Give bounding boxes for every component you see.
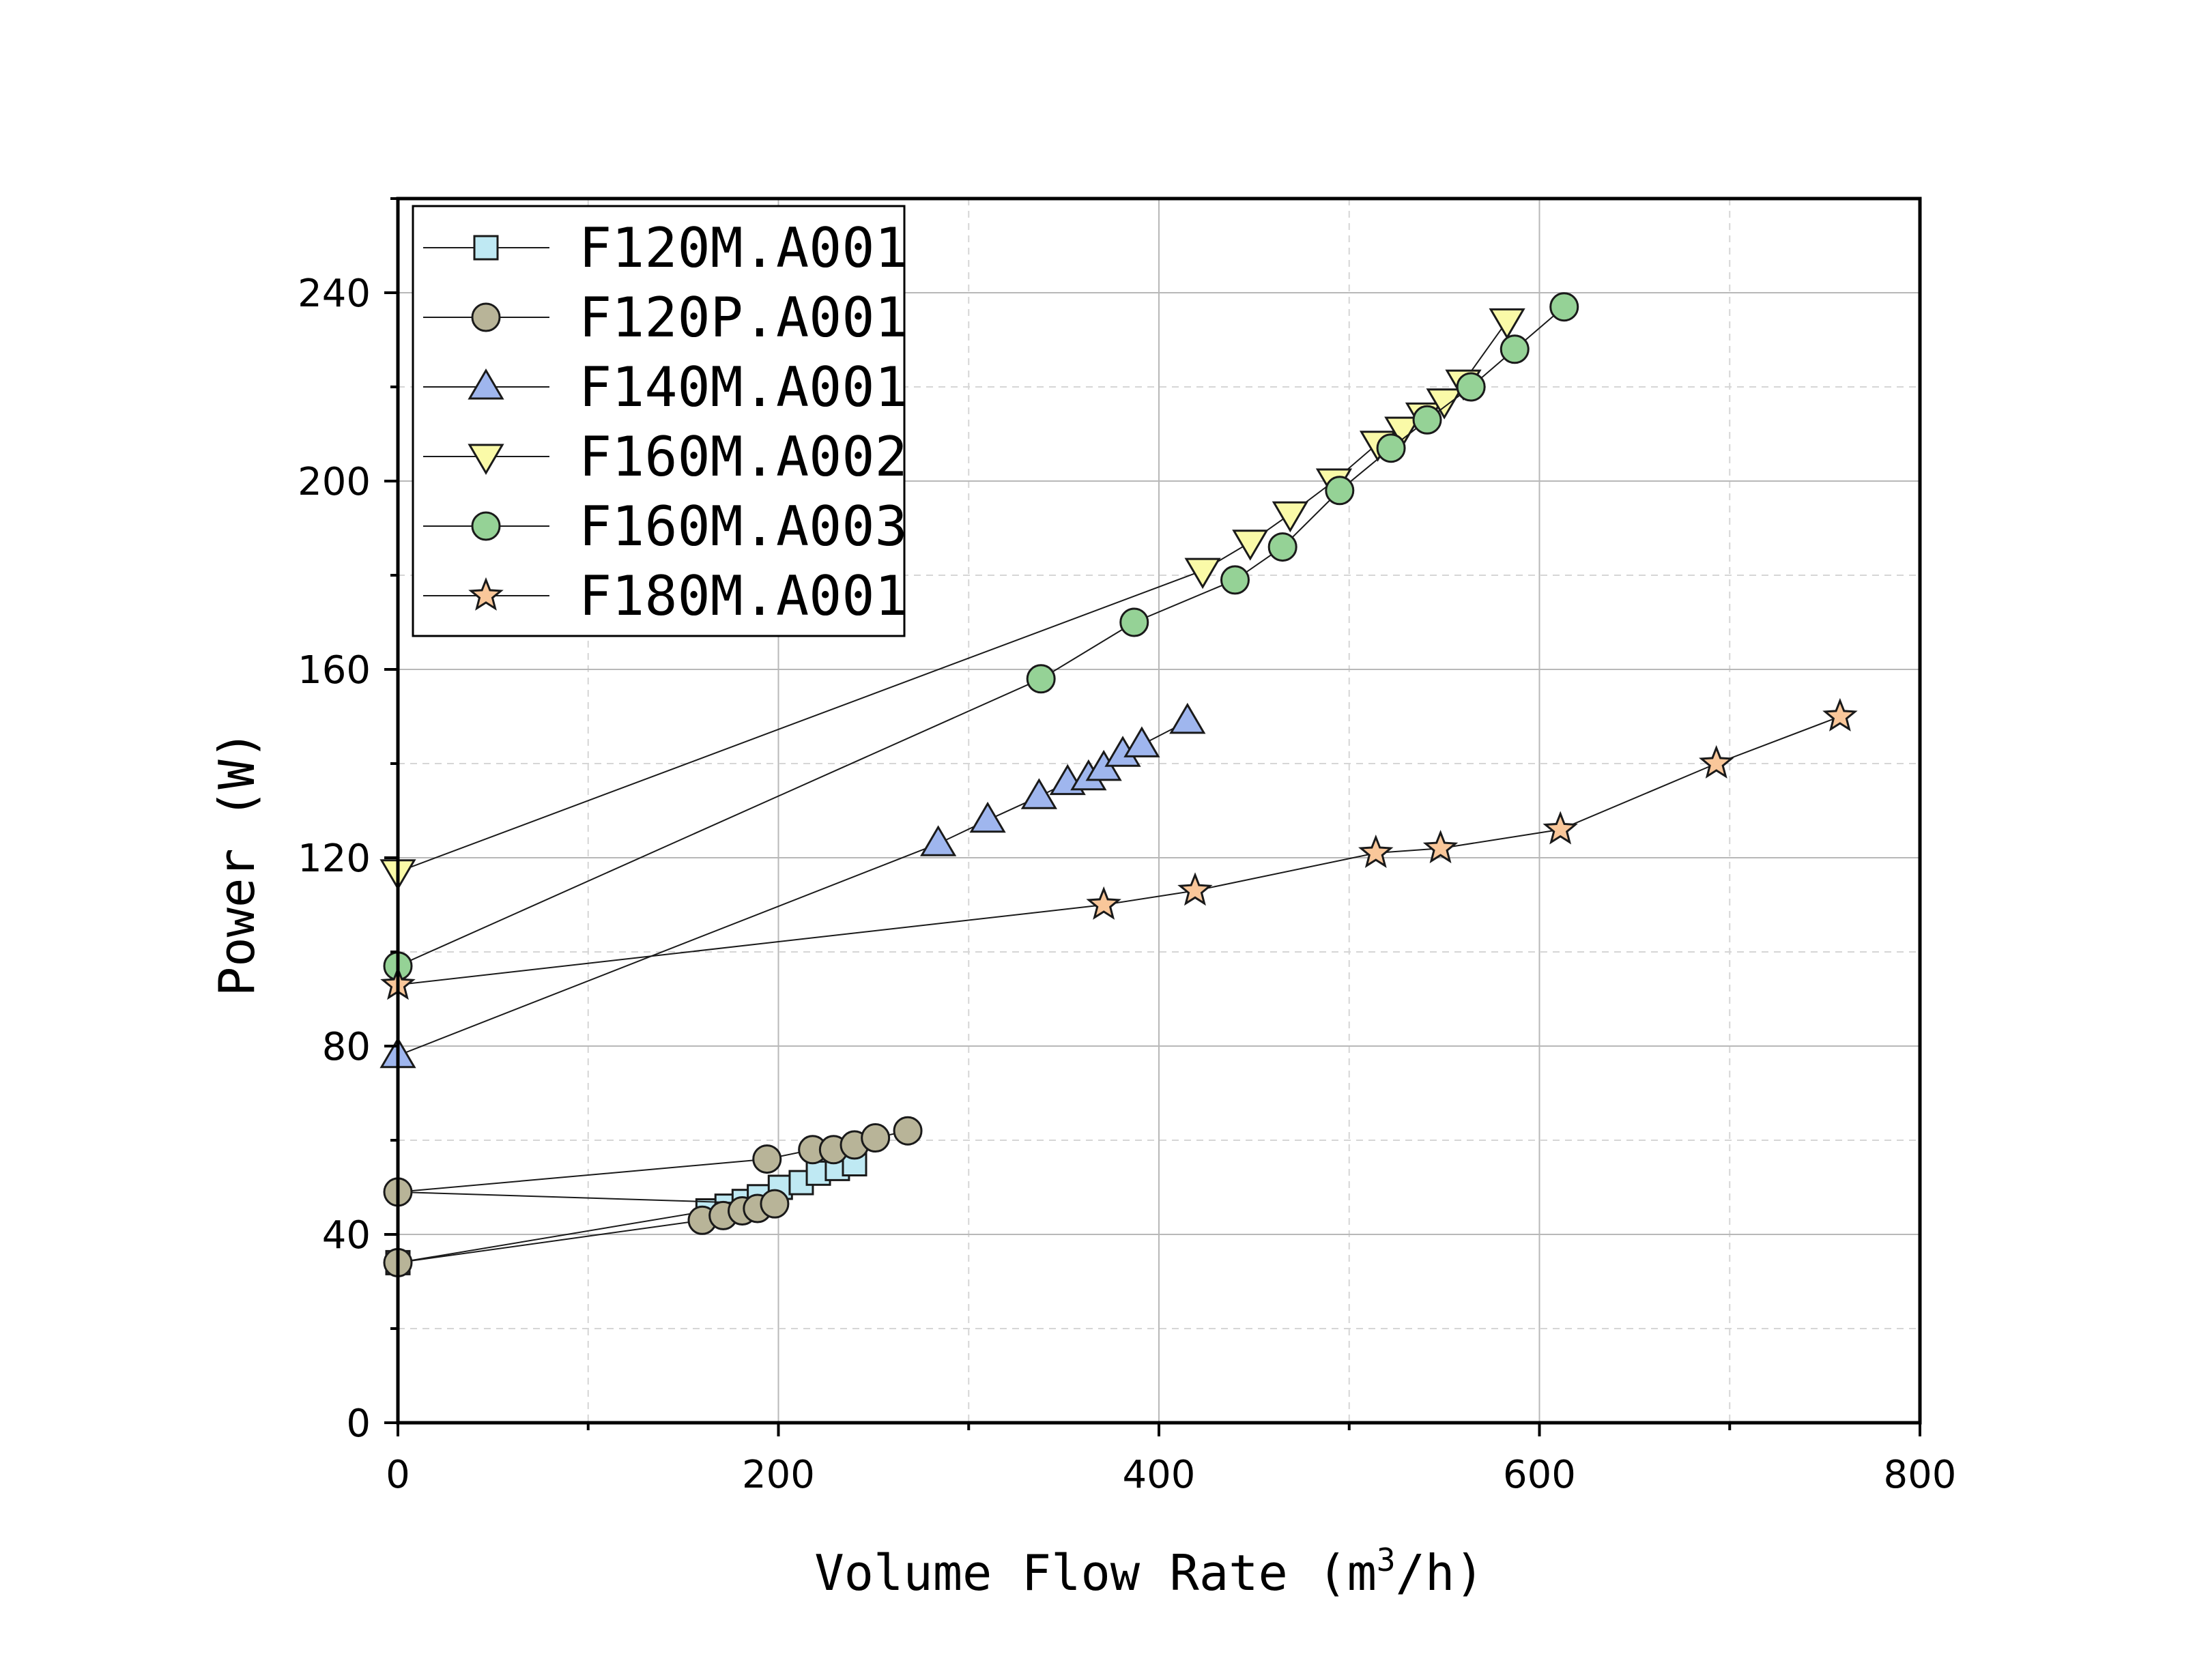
- legend-marker: [468, 368, 504, 400]
- legend-marker: [471, 302, 501, 332]
- y-tick-label: 80: [322, 1025, 371, 1069]
- data-point: [920, 825, 957, 856]
- legend-item: F160M.A003: [423, 495, 908, 558]
- data-point: [1272, 501, 1308, 533]
- y-tick-label: 160: [298, 648, 371, 693]
- data-point: [1543, 811, 1578, 845]
- x-tick-label: 800: [1884, 1453, 1957, 1497]
- legend-label: F160M.A002: [579, 425, 908, 489]
- legend-item: F120M.A001: [423, 216, 908, 280]
- y-axis-title: Power (W): [208, 730, 266, 996]
- data-point: [1026, 664, 1056, 694]
- legend-item: F160M.A002: [423, 425, 908, 489]
- data-point: [1699, 744, 1734, 779]
- legend-marker: [471, 511, 501, 541]
- data-point: [1412, 405, 1442, 435]
- series-f180m-a001: [380, 697, 1858, 1000]
- y-tick-label: 200: [298, 460, 371, 504]
- legend-label: F160M.A003: [579, 495, 908, 558]
- data-point: [1549, 292, 1579, 322]
- tick-labels: 0 200 400 600 800 0 40 80 120 160 200 240: [298, 272, 1956, 1497]
- x-tick-label: 400: [1123, 1453, 1196, 1497]
- data-point: [893, 1116, 923, 1146]
- x-tick-label: 200: [742, 1453, 815, 1497]
- legend-label: F120M.A001: [579, 216, 908, 280]
- data-point: [1822, 697, 1858, 732]
- data-point: [1456, 372, 1486, 402]
- data-point: [1020, 778, 1058, 809]
- data-point: [1086, 886, 1121, 920]
- series-f160m-a003: [383, 292, 1579, 981]
- data-point: [1123, 726, 1160, 757]
- axes: [384, 197, 1922, 1436]
- legend-label: F180M.A001: [579, 564, 908, 628]
- grid: [398, 198, 1920, 1423]
- series-line: [397, 716, 1841, 986]
- legend-item: F140M.A001: [423, 356, 908, 419]
- data-point: [760, 1189, 790, 1219]
- legend-marker: [473, 235, 499, 261]
- legend-label: F120P.A001: [579, 286, 908, 349]
- data-point: [752, 1144, 782, 1174]
- x-tick-label: 0: [386, 1453, 410, 1497]
- data-point: [1232, 530, 1269, 561]
- data-point: [1489, 308, 1525, 340]
- data-point: [1119, 607, 1149, 637]
- legend-item: F180M.A001: [423, 564, 908, 628]
- data-point: [1384, 416, 1421, 448]
- data-point: [1325, 476, 1355, 506]
- legend-marker: [468, 577, 504, 611]
- series-f140m-a001: [379, 702, 1206, 1069]
- data-point: [1267, 532, 1297, 562]
- legend-item: F120P.A001: [423, 286, 908, 349]
- series-layer: [379, 292, 1858, 1277]
- data-point: [1184, 557, 1221, 590]
- legend-marker: [468, 444, 504, 475]
- data-point: [1376, 433, 1406, 463]
- data-point: [969, 801, 1006, 833]
- data-point: [861, 1123, 891, 1153]
- x-tick-label: 600: [1503, 1453, 1576, 1497]
- data-point: [1426, 388, 1463, 420]
- x-axis-title: Volume Flow Rate (m3/h): [814, 1541, 1484, 1602]
- data-point: [1358, 835, 1394, 869]
- data-point: [1177, 872, 1213, 906]
- data-point: [1422, 830, 1459, 864]
- y-tick-label: 120: [298, 837, 371, 881]
- y-tick-label: 0: [346, 1402, 371, 1446]
- data-point: [1169, 702, 1206, 734]
- data-point: [1500, 334, 1530, 364]
- y-tick-label: 240: [298, 272, 371, 316]
- legend-box: [412, 205, 906, 637]
- legend-label: F140M.A001: [579, 356, 908, 419]
- y-tick-label: 40: [322, 1213, 371, 1258]
- data-point: [1220, 565, 1250, 595]
